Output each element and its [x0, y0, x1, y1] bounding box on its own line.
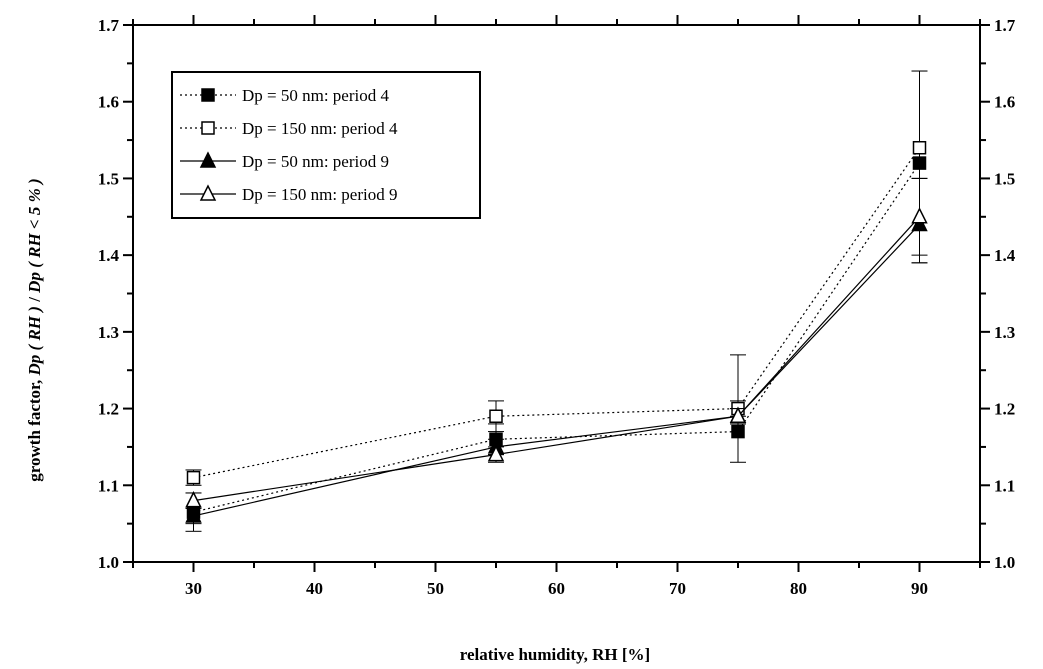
legend-label-4: Dp = 150 nm: period 9 — [242, 185, 398, 204]
legend: Dp = 50 nm: period 4 Dp = 150 nm: period … — [171, 71, 481, 219]
x-tick-label: 60 — [548, 579, 565, 598]
series-layer — [185, 70, 928, 532]
data-point — [729, 406, 747, 423]
y-tick-label-right: 1.0 — [994, 553, 1015, 572]
data-point — [186, 470, 201, 485]
series-line — [193, 162, 920, 513]
data-point — [912, 140, 927, 155]
y-tick-label-right: 1.1 — [994, 476, 1015, 495]
x-tick-label: 80 — [790, 579, 807, 598]
series-3 — [185, 177, 928, 525]
legend-label-2: Dp = 150 nm: period 4 — [242, 119, 398, 138]
data-point — [185, 506, 202, 523]
legend-label-3: Dp = 50 nm: period 9 — [242, 152, 389, 171]
x-tick-label: 50 — [427, 579, 444, 598]
x-tick-label: 40 — [306, 579, 323, 598]
y-tick-label-right: 1.6 — [994, 93, 1015, 112]
y-tick-label-left: 1.2 — [98, 400, 119, 419]
x-tick-label: 70 — [669, 579, 686, 598]
y-axis-title-prefix: growth factor, — [25, 375, 44, 481]
legend-label-1: Dp = 50 nm: period 4 — [242, 86, 389, 105]
data-point — [731, 424, 745, 439]
y-tick-label-right: 1.7 — [994, 16, 1016, 35]
y-axis-title: growth factor, Dp ( RH ) / Dp ( RH < 5 %… — [25, 178, 44, 481]
series-line — [193, 216, 920, 502]
y-tick-label-left: 1.5 — [98, 169, 119, 188]
y-tick-label-right: 1.3 — [994, 323, 1015, 342]
x-axis-ticks: 30 40 50 60 70 80 90 — [132, 15, 981, 598]
legend-marker-1 — [201, 88, 215, 102]
y-axis-title-mid: / — [25, 293, 44, 306]
y-tick-label-left: 1.1 — [98, 476, 119, 495]
y-tick-label-left: 1.3 — [98, 323, 119, 342]
y-tick-label-left: 1.7 — [98, 16, 120, 35]
y-axis-ticks: 1.0 1.0 1.1 1.1 1.2 1.2 1.3 1.3 1.4 1.4 1.5 1.5 1.6 1… — [98, 16, 1016, 572]
y-tick-label-left: 1.0 — [98, 553, 119, 572]
series-line — [193, 224, 920, 517]
x-tick-label: 90 — [911, 579, 928, 598]
y-axis-title-italic-1: Dp ( RH ) — [25, 306, 44, 376]
legend-marker-2 — [201, 121, 215, 135]
y-tick-label-left: 1.6 — [98, 93, 119, 112]
series-4 — [185, 177, 928, 509]
y-tick-label-right: 1.2 — [994, 400, 1015, 419]
y-tick-label-right: 1.4 — [994, 246, 1016, 265]
data-point — [489, 409, 503, 423]
x-axis-title: relative humidity, RH [%] — [460, 645, 650, 664]
legend-marker-4 — [199, 184, 217, 201]
data-point — [487, 444, 505, 462]
y-tick-label-right: 1.5 — [994, 169, 1015, 188]
data-point — [911, 207, 928, 224]
x-tick-label: 30 — [185, 579, 202, 598]
y-tick-label-left: 1.4 — [98, 246, 120, 265]
legend-marker-3 — [199, 151, 217, 168]
y-axis-title-italic-2: Dp ( RH < 5 % ) — [25, 178, 44, 294]
data-point — [185, 490, 202, 508]
